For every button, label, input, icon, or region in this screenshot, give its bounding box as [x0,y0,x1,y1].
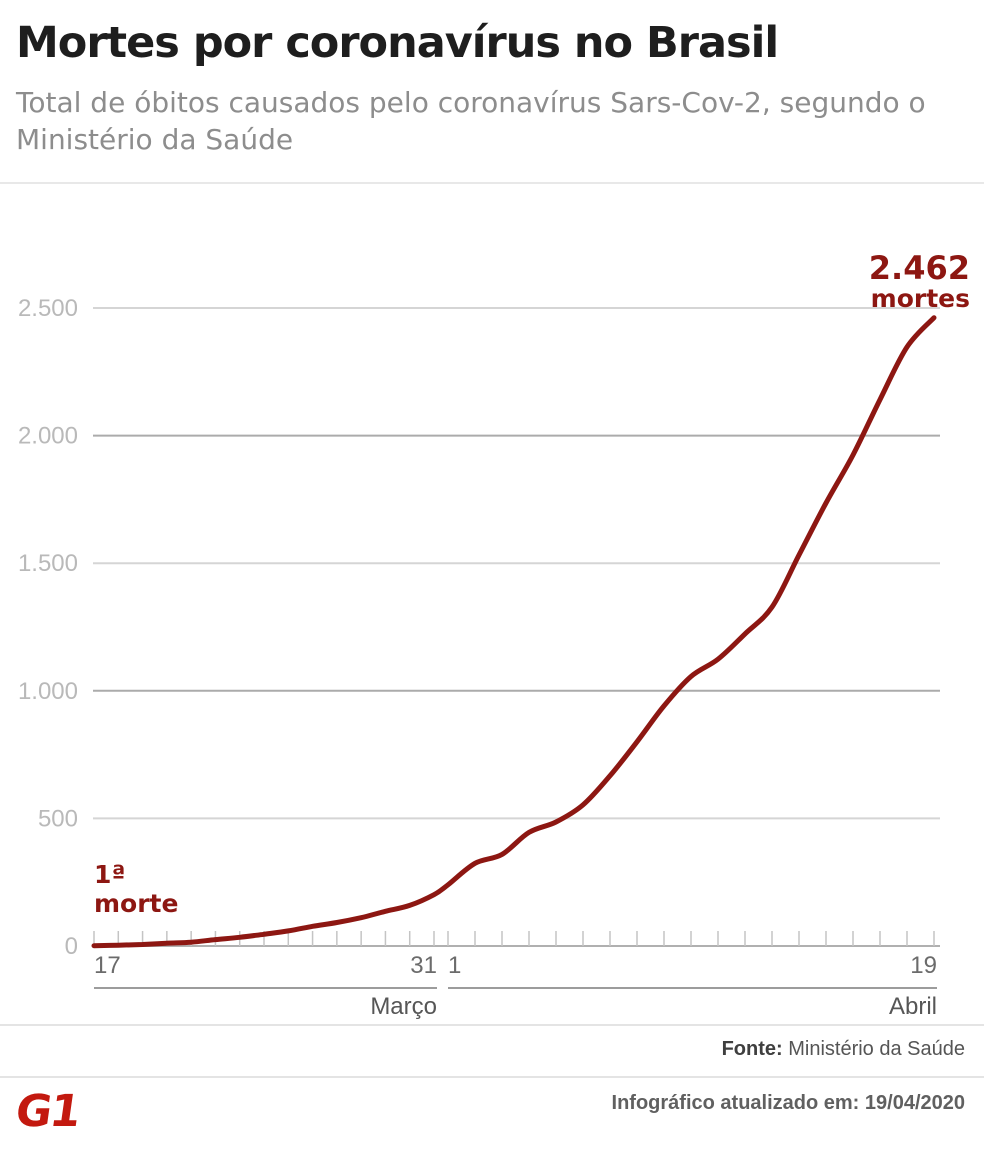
page-title: Mortes por coronavírus no Brasil [16,18,779,68]
x-axis-label: 1 [448,952,461,979]
source-value: Ministério da Saúde [782,1038,965,1060]
updated-text: Infográfico atualizado em: 19/04/2020 [611,1092,965,1114]
x-axis-label: 31 [410,952,437,979]
y-axis-label: 500 [38,805,78,832]
month-label: Março [370,993,437,1020]
y-axis-label: 1.500 [18,550,78,577]
first-death-line2: morte [94,889,179,918]
total-deaths-annotation: 2.462 mortes [868,249,970,313]
y-axis-label: 2.000 [18,423,78,450]
footer-divider [0,1076,984,1078]
source-row: Fonte: Ministério da Saúde [722,1038,965,1061]
first-death-line1: 1ª [94,860,126,889]
first-death-annotation: 1ª morte [94,860,178,918]
total-deaths-label: mortes [870,284,970,313]
header-divider [0,182,984,184]
source-label: Fonte: [721,1038,783,1060]
deaths-line-series [91,315,937,949]
month-label: Abril [889,993,937,1020]
y-axis-label: 1.000 [18,678,78,705]
y-axis-label: 2.500 [18,295,78,322]
x-axis-label: 17 [94,952,121,979]
page-subtitle: Total de óbitos causados pelo coronavíru… [16,86,926,156]
source-divider [0,1024,984,1026]
x-axis-label: 19 [910,952,937,979]
total-deaths-value: 2.462 [868,249,970,287]
g1-logo: G1 [12,1086,83,1137]
y-axis-label: 0 [65,933,78,960]
